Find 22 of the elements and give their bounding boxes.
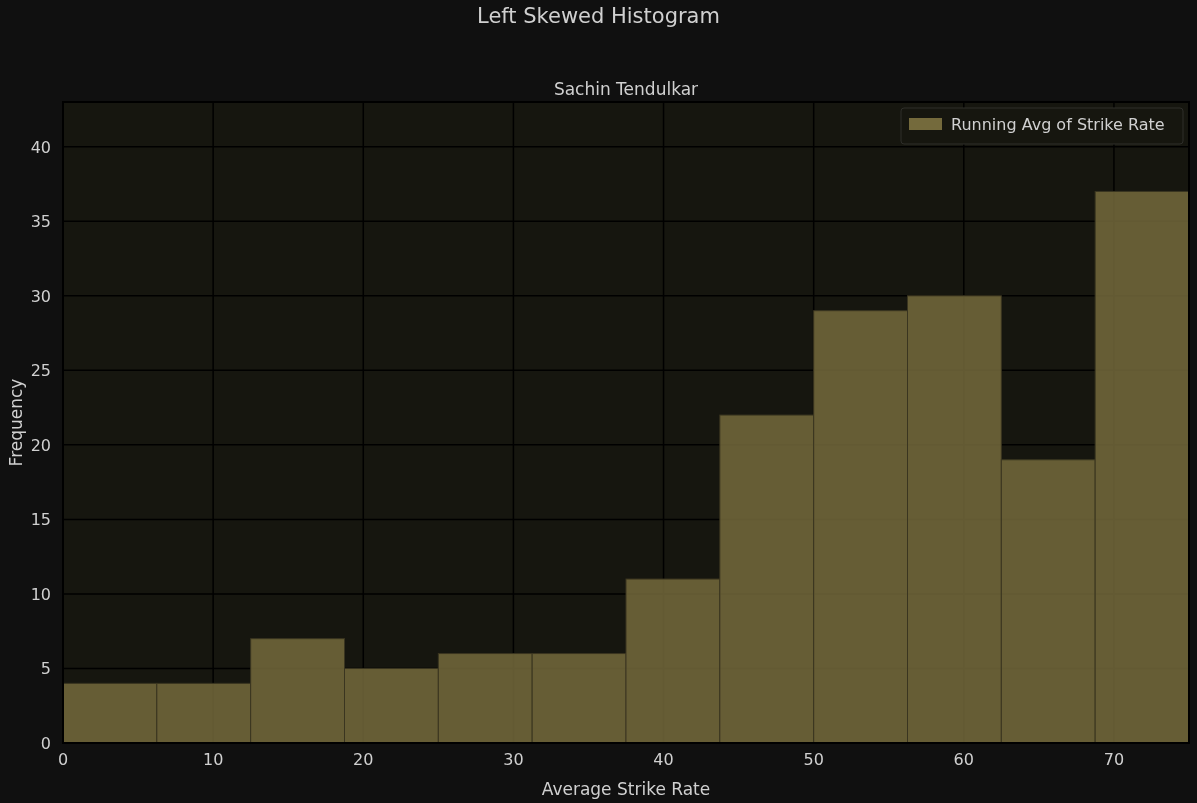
y-tick-label: 40 (30, 137, 51, 157)
y-tick-label: 5 (40, 659, 51, 679)
legend-label: Running Avg of Strike Rate (951, 115, 1165, 134)
y-axis-title: Frequency (6, 378, 26, 467)
x-tick-label: 60 (953, 750, 974, 769)
x-axis-title: Average Strike Rate (541, 779, 711, 799)
chart-subtitle: Sachin Tendulkar (553, 79, 699, 99)
x-tick-label: 70 (1103, 750, 1125, 769)
y-tick-label: 30 (30, 286, 51, 306)
x-tick-label: 0 (57, 750, 69, 769)
y-tick-label: 35 (30, 212, 51, 232)
y-tick-label: 0 (40, 734, 51, 753)
y-tick-label: 15 (30, 510, 51, 530)
x-tick-label: 50 (803, 750, 824, 769)
x-tick-label: 10 (202, 750, 224, 769)
chart-title: Left Skewed Histogram (477, 4, 720, 28)
x-tick-label: 40 (653, 750, 674, 769)
y-tick-label: 10 (30, 584, 51, 604)
y-tick-label: 20 (30, 435, 51, 455)
x-tick-label: 20 (353, 750, 374, 769)
y-tick-label: 25 (30, 361, 51, 381)
x-tick-label: 30 (503, 750, 524, 769)
